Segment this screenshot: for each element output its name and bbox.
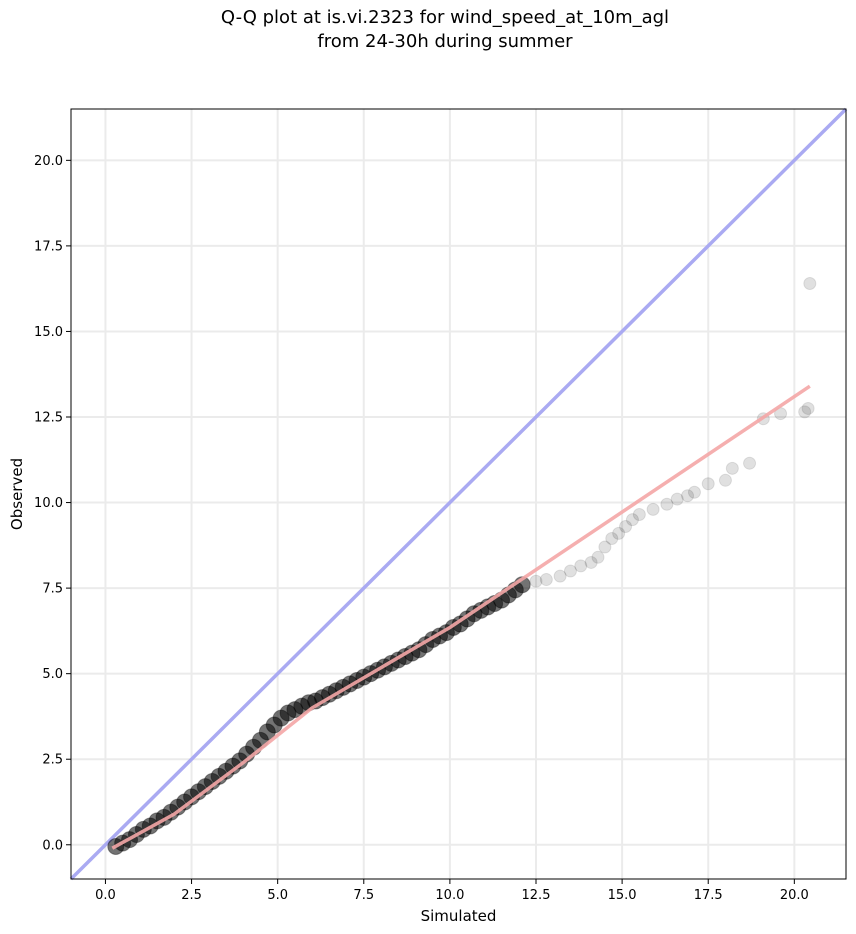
qq-point [563, 564, 577, 578]
y-tick-label: 0.0 [42, 838, 63, 853]
fit-line [111, 384, 811, 850]
qq-point [646, 502, 660, 516]
x-tick-label: 20.0 [780, 888, 809, 903]
qq-point [598, 540, 612, 554]
grid-lines [71, 109, 846, 879]
x-tick-label: 15.0 [608, 888, 637, 903]
y-tick-label: 12.5 [34, 411, 63, 426]
qq-point [605, 531, 619, 545]
chart-subtitle: from 24-30h during summer [317, 31, 573, 52]
x-axis-label: Simulated [421, 907, 497, 925]
qq-point [632, 508, 646, 522]
qq-point [743, 456, 757, 470]
x-tick-label: 17.5 [694, 888, 723, 903]
qq-point [670, 492, 684, 506]
axis-ticks: 0.0 2.5 5.0 7.5 10.0 12.5 15.0 17.5 20.0 0.0 2.5 5.… [34, 154, 809, 903]
y-tick-label: 17.5 [34, 239, 63, 254]
x-tick-label: 0.0 [95, 888, 116, 903]
qq-point [553, 569, 567, 583]
x-tick-label: 7.5 [353, 888, 374, 903]
x-tick-label: 2.5 [181, 888, 202, 903]
reference-lines [69, 107, 848, 881]
x-tick-label: 5.0 [267, 888, 288, 903]
qq-point [687, 485, 701, 499]
qq-point [660, 497, 674, 511]
y-tick-label: 2.5 [42, 753, 63, 768]
y-tick-label: 7.5 [42, 582, 63, 597]
x-tick-label: 12.5 [522, 888, 551, 903]
qq-point [625, 513, 639, 527]
x-tick-label: 10.0 [435, 888, 464, 903]
qq-point [529, 574, 543, 588]
plot-frame [70, 108, 847, 880]
qq-point [619, 520, 633, 534]
y-tick-label: 15.0 [34, 325, 63, 340]
chart-title: Q-Q plot at is.vi.2323 for wind_speed_at… [220, 7, 670, 28]
quantile-points [107, 277, 817, 855]
y-tick-label: 5.0 [42, 667, 63, 682]
qq-point [725, 461, 739, 475]
identity-line [69, 107, 848, 881]
y-tick-label: 10.0 [34, 496, 63, 511]
qq-point [574, 559, 588, 573]
qq-point [701, 477, 715, 491]
qq-point [681, 489, 695, 503]
qq-point [801, 401, 815, 415]
qq-point [591, 550, 605, 564]
qq-point [539, 573, 553, 587]
qq-point [798, 405, 812, 419]
qq-point [718, 473, 732, 487]
qq-point [584, 555, 598, 569]
y-tick-label: 20.0 [34, 154, 63, 169]
y-axis-label: Observed [8, 458, 26, 530]
qq-point [803, 277, 817, 291]
qq-point [612, 526, 626, 540]
